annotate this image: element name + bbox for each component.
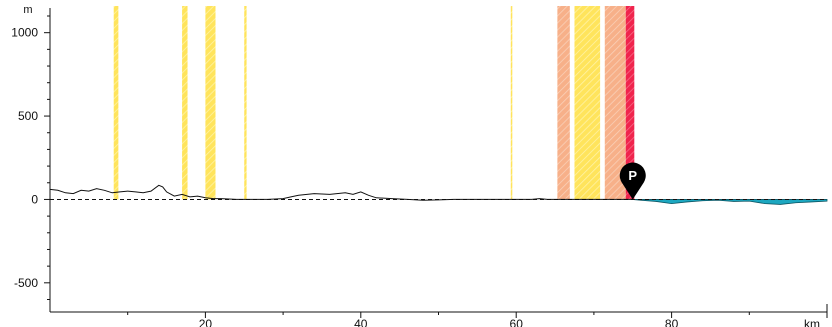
y-axis-ticks: -500 0 500 1000 bbox=[11, 15, 50, 300]
y-tick-label: 0 bbox=[31, 192, 38, 206]
hazard-zone-yellow-1 bbox=[113, 6, 119, 200]
elevation-profile-line bbox=[49, 184, 633, 201]
hazard-zone-orange-8 bbox=[604, 6, 626, 200]
location-marker[interactable]: P bbox=[619, 162, 646, 200]
water-depth-area bbox=[632, 199, 828, 205]
water-depth-fill bbox=[632, 199, 828, 205]
x-tick-label: 60 bbox=[510, 317, 524, 327]
hazard-zone-red-9 bbox=[625, 6, 635, 200]
hazard-zone-yellow-4 bbox=[244, 6, 247, 200]
y-tick-label: -500 bbox=[14, 276, 38, 290]
hazard-zone-yellow-5 bbox=[510, 6, 513, 200]
map-pin-icon[interactable] bbox=[619, 162, 646, 200]
y-tick-label: 1000 bbox=[11, 26, 38, 40]
x-axis-unit-label: km bbox=[804, 317, 820, 327]
x-tick-label: 40 bbox=[354, 317, 368, 327]
x-tick-label: 80 bbox=[665, 317, 679, 327]
hazard-zone-yellow-7 bbox=[574, 6, 601, 200]
y-axis-unit-label: m bbox=[23, 4, 32, 16]
hazard-zone-yellow-3 bbox=[205, 6, 216, 200]
x-axis-ticks: 20 40 60 80 bbox=[127, 304, 828, 327]
y-tick-label: 500 bbox=[18, 109, 38, 123]
hazard-zone-yellow-2 bbox=[182, 6, 188, 200]
hazard-zone-orange-6 bbox=[557, 6, 570, 200]
hazard-zones bbox=[113, 6, 635, 200]
axes: -500 0 500 1000 20 40 60 80 m km bbox=[11, 4, 828, 327]
x-tick-label: 20 bbox=[199, 317, 213, 327]
marker-label: P bbox=[628, 168, 637, 183]
